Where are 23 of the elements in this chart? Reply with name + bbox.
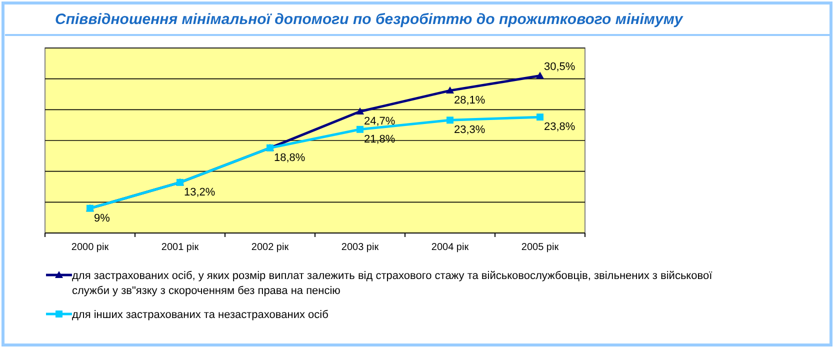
point bbox=[356, 126, 364, 133]
data-label: 13,2% bbox=[184, 186, 216, 198]
data-label: 24,7% bbox=[364, 116, 396, 128]
data-label: 30,5% bbox=[544, 60, 576, 73]
point bbox=[536, 114, 544, 121]
x-tick-label: 2003 рік bbox=[341, 242, 380, 253]
data-label: 18,8% bbox=[274, 152, 306, 164]
x-tick-label: 2002 рік bbox=[251, 242, 290, 253]
point bbox=[446, 86, 454, 94]
legend-label: для застрахованих осіб, у яких розмір виплат залежить від страхового стажу та військовослужбовців, звільнених з військової служби у зв"язку з скороченням без права на пенсію bbox=[72, 270, 712, 297]
x-tick-label: 2005 рік bbox=[521, 242, 560, 253]
point bbox=[356, 108, 364, 115]
data-label: 23,3% bbox=[454, 124, 486, 136]
x-tick-label: 2000 рік bbox=[71, 242, 110, 253]
legend-label: для інших застрахованих та незастрахованих осіб bbox=[72, 309, 328, 321]
point bbox=[446, 116, 454, 124]
x-tick-label: 2001 рік bbox=[161, 242, 200, 253]
data-label: 9% bbox=[94, 212, 110, 224]
point bbox=[536, 72, 544, 79]
x-tick-label: 2004 рік bbox=[431, 242, 470, 253]
data-label: 23,8% bbox=[544, 121, 576, 134]
data-label: 28,1% bbox=[454, 94, 486, 107]
chart-title: Співвідношення мінімальної допомоги по безробіттю до прожиткового мінімуму bbox=[55, 11, 684, 28]
